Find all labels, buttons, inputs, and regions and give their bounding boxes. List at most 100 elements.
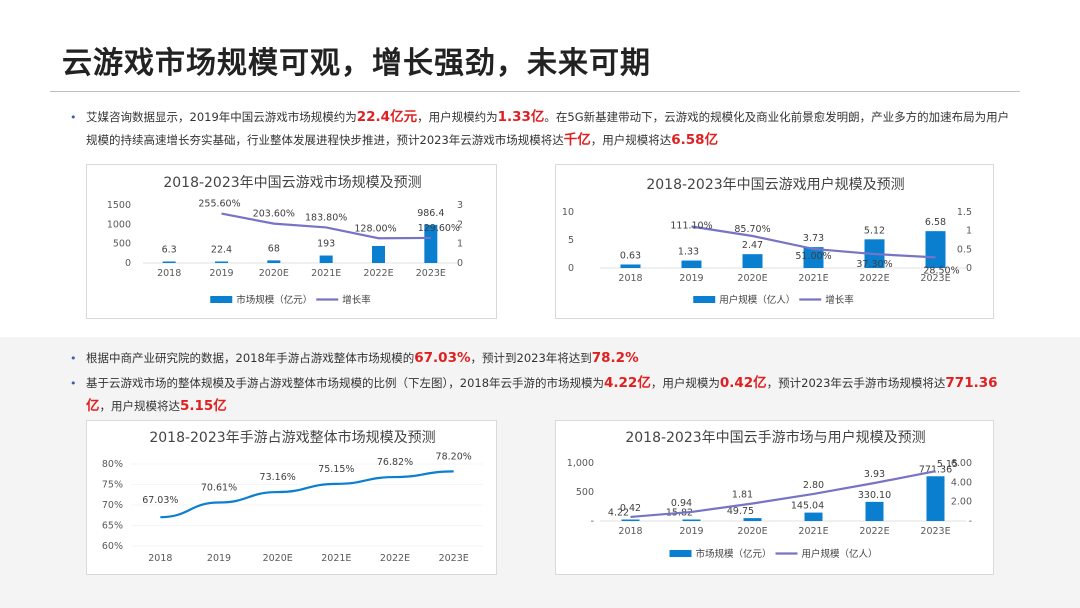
x-axis-tick-label: 2022E	[380, 553, 410, 564]
x-axis-tick-label: 2019	[679, 273, 703, 284]
line-data-label: 3.93	[864, 469, 885, 480]
para1-text-4: ，用户规模将达	[590, 133, 672, 147]
para3-text-1: 基于云游戏市场的整体规模及手游占游戏整体市场规模的比例（下左图），2018年云手…	[86, 376, 605, 390]
bar-data-label: 1.33	[678, 247, 699, 258]
bar-data-label: 68	[268, 243, 280, 254]
para2-text-1: 根据中商产业研究院的数据，2018年手游占游戏整体市场规模的	[86, 351, 415, 365]
chart-title: 2018-2023年中国云手游市场与用户规模及预测	[625, 429, 925, 446]
legend-label: 用户规模（亿人）	[802, 548, 878, 560]
bar	[865, 501, 884, 521]
bar-data-label: 145.04	[791, 501, 824, 512]
bar-data-label: 330.10	[858, 490, 891, 501]
y-axis-left-tick-label: 80%	[102, 459, 123, 470]
line-data-label: 78.20%	[436, 451, 472, 462]
y-axis-left-tick-label: 10	[562, 207, 574, 218]
line-data-label: 5.15	[937, 459, 958, 470]
chart-title: 2018-2023年中国云游戏市场规模及预测	[163, 174, 421, 191]
bar-data-label: 771.36	[919, 464, 952, 475]
line-data-label: 37.30%	[856, 259, 892, 270]
y-axis-right-tick-label: 1	[457, 239, 463, 250]
line-data-label: 28.50%	[923, 265, 959, 276]
x-axis-tick-label: 2021E	[798, 273, 828, 284]
x-axis-tick-label: 2022E	[363, 268, 393, 279]
x-axis-tick-label: 2020E	[263, 553, 293, 564]
y-axis-left-tick-label: 1,000	[567, 458, 594, 469]
legend-swatch-bar	[669, 550, 692, 557]
bar-data-label: 0.63	[620, 250, 641, 261]
y-axis-right-tick-label: 0	[966, 263, 972, 274]
title-divider	[50, 91, 1020, 92]
series-line	[160, 470, 454, 519]
legend-swatch-bar	[693, 296, 716, 303]
y-axis-left-tick-label: -	[591, 516, 594, 527]
y-axis-left-tick-label: 500	[113, 239, 131, 250]
line-data-label: 183.80%	[305, 212, 347, 223]
x-axis-tick-label: 2018	[148, 553, 172, 564]
y-axis-left-tick-label: 0	[568, 263, 574, 274]
line-data-label: 255.60%	[198, 199, 240, 210]
para3-text-4: ，用户规模将达	[99, 399, 181, 413]
y-axis-left-tick-label: 60%	[102, 541, 123, 552]
para2-highlight-1: 67.03%	[414, 350, 471, 366]
line-data-label: 0.94	[671, 498, 692, 509]
x-axis-tick-label: 2023E	[439, 553, 469, 564]
para3-text-3: ，预计2023年云手游市场规模将达	[766, 376, 946, 390]
bar-data-label: 986.4	[417, 208, 444, 219]
para1-highlight-1: 22.4亿元	[356, 109, 418, 125]
chart-title: 2018-2023年手游占游戏整体市场规模及预测	[149, 429, 435, 446]
summary-paragraph-2: • 根据中商产业研究院的数据，2018年手游占游戏整体市场规模的67.03%，预…	[70, 347, 1016, 370]
line-data-label: 70.61%	[201, 482, 237, 493]
bar	[926, 476, 945, 521]
x-axis-tick-label: 2020E	[259, 268, 289, 279]
para2-text-2: ，预计到2023年将达到	[470, 351, 592, 365]
y-axis-right-tick-label: 2	[457, 219, 463, 230]
series-line	[630, 470, 936, 519]
chart-panel-mobile: 2018-2023年中国云手游市场与用户规模及预测 1,000 500 - 6.00 4.…	[555, 420, 994, 575]
x-axis-tick-label: 2021E	[321, 553, 351, 564]
bar-data-label: 2.47	[742, 240, 763, 251]
y-axis-right-tick-label: 2.00	[951, 497, 972, 508]
para1-highlight-3: 千亿	[563, 132, 591, 148]
y-axis-left-tick-label: 500	[576, 487, 594, 498]
bar	[620, 264, 641, 268]
para1-text-3: 。在5G新基建带动下，云游戏的规模化及商业化前景愈发明朗，产业多方的加速布局为用…	[86, 110, 1010, 147]
y-axis-left-tick-label: 75%	[102, 480, 123, 491]
x-axis-tick-label: 2023E	[920, 273, 950, 284]
line-data-label: 76.82%	[377, 457, 413, 468]
chart-panel-share: 2018-2023年手游占游戏整体市场规模及预测 80% 75% 70% 65% 60% 2…	[86, 420, 497, 575]
para3-highlight-2: 0.42亿	[719, 375, 767, 391]
bar-data-label: 49.75	[727, 506, 754, 517]
bar	[742, 254, 763, 268]
bar-data-label: 6.58	[925, 217, 946, 228]
legend-label: 增长率	[342, 294, 371, 306]
legend-label: 用户规模（亿人）	[719, 294, 795, 306]
x-axis-tick-label: 2020E	[737, 526, 767, 537]
x-axis-tick-label: 2022E	[859, 273, 889, 284]
para1-text-1: 艾媒咨询数据显示，2019年中国云游戏市场规模约为	[86, 110, 357, 124]
bar	[682, 519, 701, 521]
line-data-label: 128.00%	[354, 223, 396, 234]
para3-highlight-3: 771.36亿	[86, 375, 998, 414]
para1-text-2: ，用户规模约为	[417, 110, 498, 124]
bullet-icon: •	[70, 111, 77, 124]
summary-paragraph-1: • 艾媒咨询数据显示，2019年中国云游戏市场规模约为22.4亿元，用户规模约为…	[70, 106, 1016, 152]
bar	[804, 512, 823, 521]
x-axis-tick-label: 2018	[618, 526, 642, 537]
line-data-label: 75.15%	[318, 464, 354, 475]
bullet-icon: •	[70, 377, 77, 390]
y-axis-right-tick-label: 1	[966, 226, 972, 237]
line-data-label: 85.70%	[734, 224, 770, 235]
bar	[803, 247, 824, 268]
bar-data-label: 5.12	[864, 225, 885, 236]
chart-market: 2018-2023年中国云游戏市场规模及预测 1500 1000 500 0 3 2 1 0 20…	[107, 174, 463, 306]
legend-swatch-bar	[210, 296, 233, 303]
bar	[215, 261, 228, 263]
para3-highlight-1: 4.22亿	[604, 375, 651, 391]
x-axis-tick-label: 2019	[207, 553, 231, 564]
bar	[681, 260, 702, 268]
y-axis-right-tick-label: 0	[457, 258, 463, 269]
y-axis-left-tick-label: 5	[568, 235, 574, 246]
para3-highlight-4: 5.15亿	[180, 398, 227, 414]
para2-highlight-2: 78.2%	[591, 350, 639, 366]
y-axis-left-tick-label: 1000	[107, 219, 131, 230]
